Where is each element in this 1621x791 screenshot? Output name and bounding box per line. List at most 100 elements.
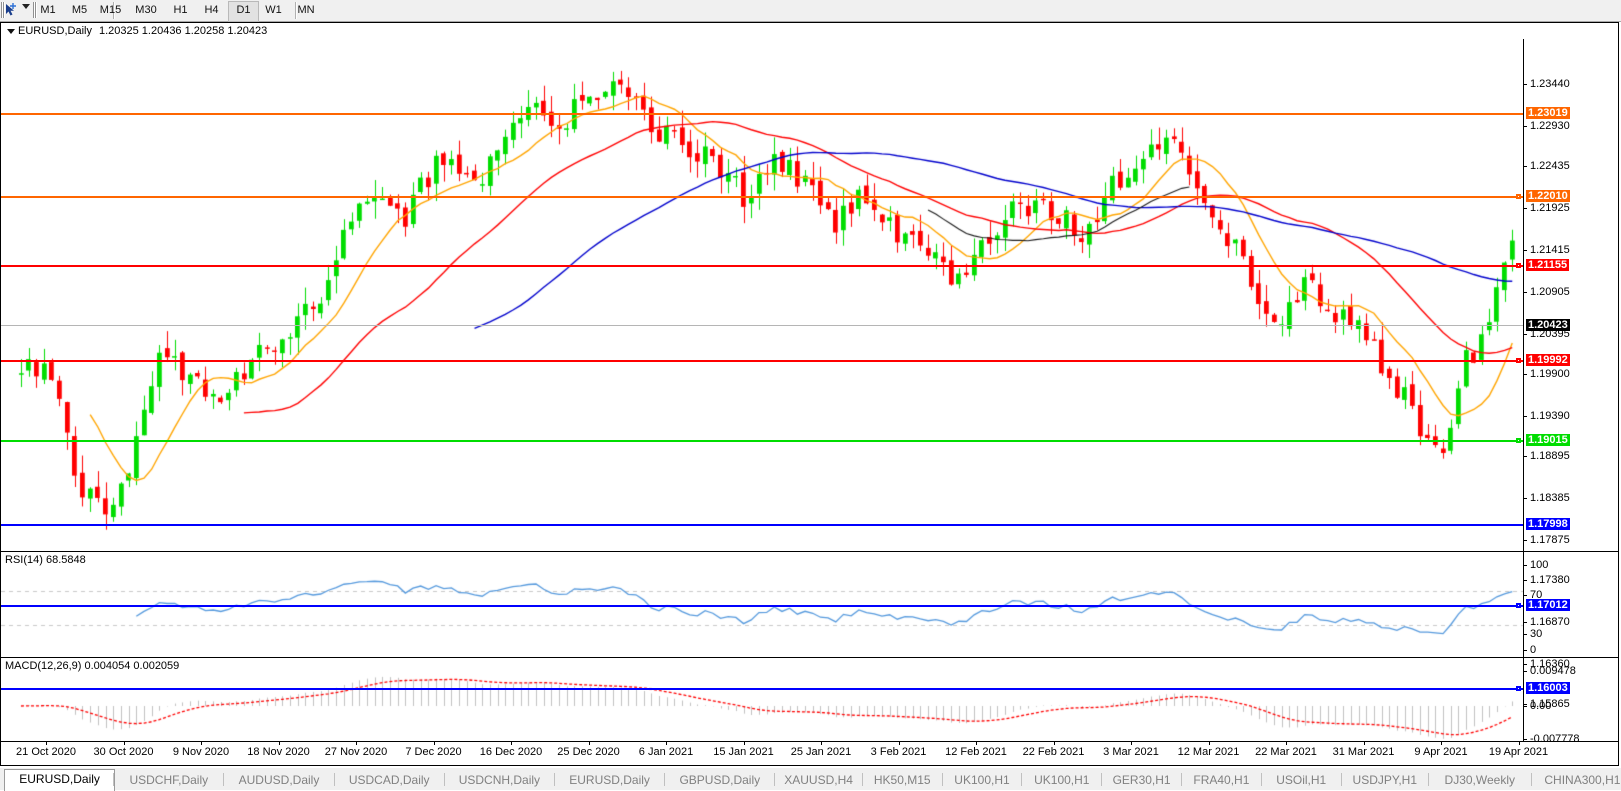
- chart-tab-usdjpy-h1[interactable]: USDJPY,H1: [1352, 773, 1418, 787]
- level-drag-handle[interactable]: [1516, 438, 1521, 443]
- timeframe-button-m5[interactable]: M5: [71, 4, 88, 16]
- price-tick-label: 1.16870: [1530, 616, 1570, 628]
- timeframe-button-w1[interactable]: W1: [265, 4, 282, 16]
- date-tick-label: 12 Feb 2021: [945, 746, 1007, 758]
- level-price-tag[interactable]: 1.17998: [1526, 518, 1570, 530]
- rsi-tick-label: 0: [1530, 644, 1537, 656]
- level-drag-handle[interactable]: [1516, 358, 1521, 363]
- toolbar-grip-left[interactable]: [0, 1, 6, 19]
- date-tick-label: 16 Dec 2020: [479, 746, 543, 758]
- chart-tab-uk100-h1[interactable]: UK100,H1: [954, 773, 1010, 787]
- timeframe-button-m30[interactable]: M30: [135, 4, 157, 16]
- macd-tick: 0.00: [1524, 700, 1619, 712]
- price-tick-label: 1.17380: [1530, 574, 1570, 586]
- chart-tab-usdcad-daily[interactable]: USDCAD,Daily: [348, 773, 430, 787]
- price-tick: 1.23440: [1524, 78, 1619, 90]
- tab-divider: [861, 773, 863, 786]
- macd-chart-canvas[interactable]: [1, 657, 1523, 741]
- rsi-scale[interactable]: 100 70 30 0: [1523, 551, 1618, 657]
- level-price-tag[interactable]: 1.17012: [1526, 599, 1570, 611]
- tab-divider: [223, 773, 225, 786]
- macd-tick: -0.007778: [1524, 733, 1619, 745]
- date-tick: [898, 741, 900, 745]
- macd-indicator-label: MACD(12,26,9) 0.004054 0.002059: [5, 660, 180, 672]
- tab-divider: [1340, 773, 1342, 786]
- date-axis[interactable]: 21 Oct 2020 30 Oct 2020 9 Nov 2020 18 Nov 2…: [1, 741, 1548, 765]
- date-tick: [821, 741, 822, 745]
- level-price-tag[interactable]: 1.16003: [1526, 682, 1570, 694]
- level-drag-handle[interactable]: [1516, 686, 1521, 691]
- level-price-tag[interactable]: 1.21155: [1526, 259, 1570, 271]
- level-price-tag[interactable]: 1.23019: [1526, 107, 1570, 119]
- date-tick: [743, 741, 745, 745]
- tab-divider: [443, 773, 445, 786]
- price-tick-label: 1.20905: [1530, 286, 1570, 298]
- tab-divider: [1260, 773, 1262, 786]
- rsi-tick: 100: [1524, 559, 1619, 571]
- timeframe-button-h1[interactable]: H1: [173, 4, 188, 16]
- date-tick: [511, 741, 512, 745]
- rsi-chart-canvas[interactable]: [1, 551, 1523, 657]
- date-tick: [1131, 741, 1132, 745]
- chart-tab-eurusd-daily[interactable]: EURUSD,Daily: [569, 773, 650, 787]
- chart-tab-ger30-h1[interactable]: GER30,H1: [1112, 773, 1171, 787]
- timeframe-button-d1[interactable]: D1: [228, 1, 259, 22]
- date-tick: [123, 741, 125, 745]
- chart-tab-uk100-h1[interactable]: UK100,H1: [1034, 773, 1090, 787]
- price-tick-label: 1.21415: [1530, 244, 1570, 256]
- level-drag-handle[interactable]: [1516, 194, 1521, 199]
- price-tick: 1.19900: [1524, 368, 1619, 380]
- level-price-tag[interactable]: 1.22010: [1526, 190, 1570, 202]
- price-tick: 1.20905: [1524, 286, 1619, 298]
- chart-tab-audusd-daily[interactable]: AUDUSD,Daily: [238, 773, 320, 787]
- chart-tab-usoil-h1[interactable]: USOil,H1: [1276, 773, 1327, 787]
- macd-scale[interactable]: 0.009478 0.00 -0.007778: [1523, 657, 1619, 745]
- timeframe-button-m15[interactable]: M15: [99, 4, 122, 16]
- level-price-tag[interactable]: 1.19015: [1526, 434, 1570, 446]
- chart-tab-dj30-weekly[interactable]: DJ30,Weekly: [1444, 773, 1516, 787]
- chart-symbol-period: EURUSD,Daily: [18, 25, 92, 37]
- date-tick: [201, 741, 202, 745]
- chart-tab-china300-h1[interactable]: CHINA300,H1: [1544, 773, 1621, 787]
- triangle-down-icon[interactable]: [7, 29, 15, 34]
- chart-tab-usdchf-daily[interactable]: USDCHF,Daily: [129, 773, 209, 787]
- date-tick: [433, 741, 435, 745]
- price-tick-label: 1.18385: [1530, 492, 1570, 504]
- chart-tab-hk50-m15[interactable]: HK50,M15: [873, 773, 931, 787]
- chart-tab-fra40-h1[interactable]: FRA40,H1: [1193, 773, 1250, 787]
- level-line: [1, 524, 1523, 526]
- chart-tab-eurusd-daily[interactable]: EURUSD,Daily: [4, 769, 116, 791]
- level-price-tag[interactable]: 1.19992: [1526, 354, 1570, 366]
- level-line: [1, 688, 1523, 690]
- macd-tick-label: -0.007778: [1530, 733, 1580, 745]
- chart-window: EURUSD,Daily 1.20325 1.20436 1.20258 1.20…: [0, 22, 1619, 766]
- tab-divider: [1181, 773, 1182, 786]
- date-tick-label: 3 Feb 2021: [870, 746, 927, 758]
- price-tick-label: 1.22435: [1530, 160, 1570, 172]
- date-axis-divider: [1, 741, 1618, 742]
- timeframe-button-m1[interactable]: M1: [40, 4, 56, 16]
- date-tick: [1208, 741, 1210, 745]
- chevron-down-icon[interactable]: [22, 4, 30, 9]
- crosshair-cursor-icon[interactable]: [3, 2, 21, 18]
- macd-pane[interactable]: MACD(12,26,9) 0.004054 0.002059 0.009478…: [1, 657, 1619, 745]
- macd-tick-label: 0.009478: [1530, 665, 1576, 677]
- price-chart-canvas[interactable]: [1, 39, 1523, 551]
- last-price-tag[interactable]: 1.20423: [1526, 319, 1570, 331]
- level-drag-handle[interactable]: [1516, 263, 1521, 268]
- timeframe-button-mn[interactable]: MN: [297, 4, 315, 16]
- toolbar-grip-timeframes[interactable]: [32, 1, 38, 19]
- level-drag-handle[interactable]: [1516, 603, 1521, 608]
- timeframe-button-h4[interactable]: H4: [204, 4, 219, 16]
- chart-tab-gbpusd-daily[interactable]: GBPUSD,Daily: [679, 773, 761, 787]
- rsi-pane[interactable]: RSI(14) 68.5848 100 70 30 0: [1, 551, 1618, 657]
- chart-tab-bar: EURUSD,Daily USDCHF,Daily AUDUSD,Daily USDC…: [0, 767, 1621, 791]
- price-pane[interactable]: 1.23440 1.22930 1.22435 1.21925 1.21415 1.209…: [1, 39, 1619, 710]
- tab-divider: [1021, 773, 1023, 786]
- rsi-tick: 0: [1524, 644, 1619, 656]
- price-scale[interactable]: 1.23440 1.22930 1.22435 1.21925 1.21415 1.209…: [1523, 39, 1619, 710]
- price-tick-label: 1.23440: [1530, 78, 1570, 90]
- price-tick: 1.17380: [1524, 574, 1619, 586]
- chart-tab-xauusd-h4[interactable]: XAUUSD,H4: [784, 773, 853, 787]
- chart-tab-usdcnh-daily[interactable]: USDCNH,Daily: [458, 773, 541, 787]
